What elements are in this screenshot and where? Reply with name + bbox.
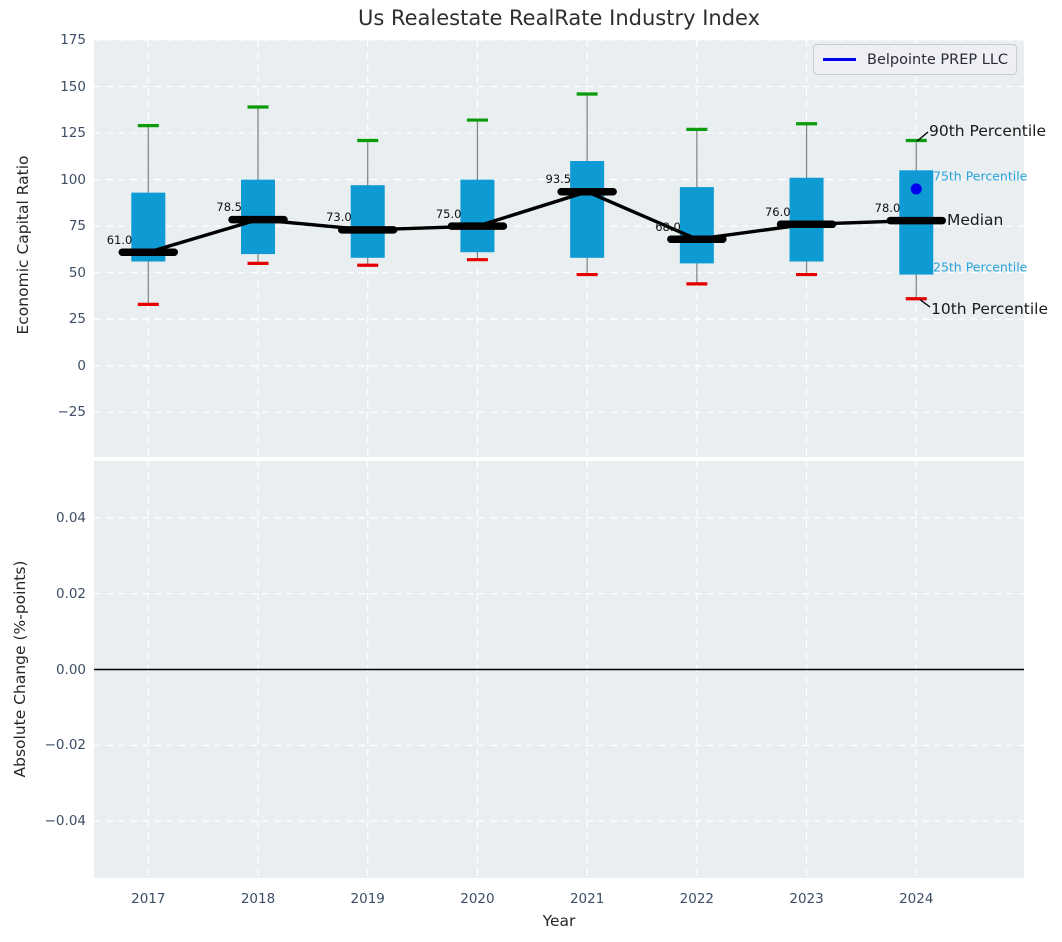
top-y-tick-label: 50 <box>68 264 86 281</box>
top-y-tick-label: 0 <box>77 357 86 374</box>
p90-annotation-connector <box>916 131 929 142</box>
x-tick-label: 2022 <box>679 891 715 907</box>
iqr-box <box>570 161 605 258</box>
iqr-box <box>350 185 385 258</box>
median-annotation-connector <box>936 219 947 222</box>
iqr-box <box>679 187 714 264</box>
x-axis-label: Year <box>542 912 576 930</box>
bottom-y-tick-label: −0.02 <box>44 737 86 754</box>
bottom-y-tick-label: 0.04 <box>55 509 86 526</box>
iqr-box <box>789 177 824 262</box>
annotation-90th-percentile: 90th Percentile <box>929 122 1047 140</box>
median-value-label: 76.0 <box>764 204 791 219</box>
chart-title: Us Realestate RealRate Industry Index <box>357 6 760 30</box>
x-tick-label: 2018 <box>240 891 276 907</box>
x-tick-label: 2021 <box>569 891 605 907</box>
x-tick-label: 2023 <box>789 891 824 907</box>
bottom-y-tick-label: −0.04 <box>44 813 86 830</box>
median-value-label: 78.5 <box>216 200 242 215</box>
top-plot-background <box>94 40 1024 457</box>
bottom-y-axis-label: Absolute Change (%-points) <box>11 560 29 778</box>
legend: Belpointe PREP LLC <box>813 44 1017 75</box>
top-y-tick-label: −25 <box>57 404 87 421</box>
top-y-tick-label: 125 <box>60 125 86 142</box>
median-value-label: 68.0 <box>655 219 681 234</box>
belpointe-point <box>910 183 922 195</box>
top-y-axis-label: Economic Capital Ratio <box>14 155 32 335</box>
x-tick-label: 2017 <box>131 891 166 907</box>
top-y-tick-label: 100 <box>60 171 86 188</box>
median-value-label: 78.0 <box>874 201 901 216</box>
bottom-y-tick-label: 0.00 <box>55 661 86 678</box>
median-value-label: 75.0 <box>435 206 462 221</box>
top-y-tick-label: 75 <box>68 218 86 235</box>
top-y-tick-label: 150 <box>60 78 86 95</box>
x-tick-label: 2024 <box>899 891 934 907</box>
legend-label: Belpointe PREP LLC <box>867 51 1009 68</box>
top-y-tick-label: 175 <box>60 32 86 48</box>
median-value-label: 61.0 <box>106 232 133 247</box>
x-tick-label: 2020 <box>460 891 495 907</box>
top-y-tick-label: 25 <box>68 311 86 328</box>
p10-annotation-connector <box>919 299 931 308</box>
annotation-75th-percentile: 75th Percentile <box>933 168 1028 184</box>
annotation-median: Median <box>947 211 1004 229</box>
annotation-25th-percentile: 25th Percentile <box>933 259 1028 275</box>
x-tick-label: 2019 <box>350 891 385 907</box>
median-value-label: 73.0 <box>326 210 352 225</box>
bottom-y-tick-label: 0.02 <box>55 585 86 602</box>
median-value-label: 93.5 <box>545 172 572 187</box>
iqr-box <box>460 179 495 253</box>
annotation-10th-percentile: 10th Percentile <box>931 300 1049 318</box>
legend-line-swatch <box>823 58 856 61</box>
